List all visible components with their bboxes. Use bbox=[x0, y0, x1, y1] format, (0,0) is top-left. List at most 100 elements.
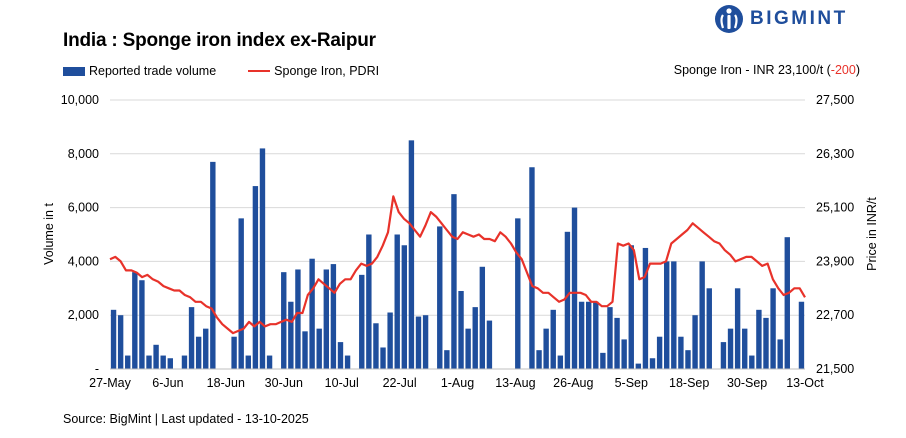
volume-bar bbox=[763, 317, 769, 369]
x-tick-label: 5-Sep bbox=[615, 376, 648, 390]
volume-bar bbox=[692, 315, 698, 369]
left-tick-label: 6,000 bbox=[68, 201, 99, 215]
x-tick-label: 18-Jun bbox=[207, 376, 245, 390]
left-y-axis: - 2,000 4,000 6,000 8,000 10,000 bbox=[61, 93, 99, 376]
right-tick-label: 23,900 bbox=[816, 254, 854, 268]
volume-bar bbox=[195, 336, 202, 369]
right-y-axis: 21,500 22,700 23,900 25,100 26,300 27,500 bbox=[816, 93, 854, 376]
volume-bar bbox=[571, 207, 578, 369]
volume-bar bbox=[117, 315, 124, 369]
volume-bar bbox=[578, 301, 585, 369]
x-tick-label: 30-Jun bbox=[265, 376, 303, 390]
volume-bar bbox=[600, 352, 606, 369]
volume-bar bbox=[153, 344, 159, 369]
gridlines bbox=[110, 99, 805, 316]
volume-bar bbox=[344, 355, 351, 369]
volume-bar bbox=[784, 237, 790, 369]
volume-bar bbox=[706, 288, 712, 369]
volume-bar bbox=[422, 315, 429, 369]
volume-bar bbox=[415, 316, 422, 369]
volume-bar bbox=[593, 301, 599, 369]
volume-bar bbox=[401, 245, 408, 369]
left-tick-label: - bbox=[95, 362, 99, 376]
volume-bar bbox=[451, 194, 457, 369]
volume-bar bbox=[628, 245, 634, 369]
left-tick-label: 8,000 bbox=[68, 147, 99, 161]
volume-bar bbox=[295, 269, 301, 369]
volume-bar bbox=[167, 358, 173, 369]
volume-bar bbox=[671, 261, 677, 369]
x-tick-label: 10-Jul bbox=[325, 376, 359, 390]
volume-bar bbox=[316, 328, 322, 369]
volume-bar bbox=[330, 264, 337, 369]
brand-name: BIGMINT bbox=[750, 8, 848, 29]
right-tick-label: 27,500 bbox=[816, 93, 854, 107]
volume-bar bbox=[756, 309, 762, 369]
volume-bar bbox=[302, 331, 308, 369]
price-note-prefix: Sponge Iron - INR 23,100/t ( bbox=[673, 63, 831, 77]
x-axis-ticks: 27-May 6-Jun 18-Jun 30-Jun 10-Jul 22-Jul 1-Aug… bbox=[89, 376, 824, 390]
volume-bar bbox=[245, 355, 251, 369]
volume-bar bbox=[727, 328, 734, 369]
volume-bar bbox=[656, 336, 663, 369]
volume-bar bbox=[664, 261, 670, 369]
volume-bar bbox=[798, 301, 805, 369]
volume-bar bbox=[529, 167, 535, 369]
volume-bar bbox=[380, 347, 386, 369]
chart-title: India : Sponge iron index ex-Raipur bbox=[63, 30, 376, 51]
volume-bar bbox=[110, 309, 117, 369]
volume-bar bbox=[536, 350, 542, 369]
chart-legend: Reported trade volume Sponge Iron, PDRI bbox=[63, 64, 379, 78]
volume-bar bbox=[160, 355, 166, 369]
volume-bar bbox=[720, 342, 727, 369]
volume-bar bbox=[288, 301, 294, 369]
volume-bar bbox=[458, 290, 464, 369]
volume-bar bbox=[394, 234, 400, 369]
volume-bar bbox=[742, 328, 748, 369]
volume-bar bbox=[465, 328, 471, 369]
volume-bar bbox=[309, 258, 315, 369]
volume-bar bbox=[685, 350, 691, 369]
volume-bar bbox=[266, 355, 273, 369]
volume-bar bbox=[557, 355, 564, 369]
x-tick-label: 1-Aug bbox=[441, 376, 474, 390]
volume-bar bbox=[231, 336, 237, 369]
volume-bar bbox=[146, 355, 152, 369]
price-note-change: -200 bbox=[830, 63, 856, 77]
bigmint-logo-icon bbox=[715, 5, 743, 33]
volume-bar bbox=[323, 269, 329, 369]
volume-bar bbox=[770, 288, 776, 369]
volume-bar bbox=[444, 350, 450, 369]
x-tick-label: 27-May bbox=[89, 376, 131, 390]
volume-bars bbox=[110, 140, 805, 369]
right-tick-label: 21,500 bbox=[816, 362, 854, 376]
volume-bar bbox=[210, 161, 216, 369]
legend-line-label: Sponge Iron, PDRI bbox=[274, 64, 380, 78]
volume-bar bbox=[749, 355, 755, 369]
x-tick-label: 18-Sep bbox=[669, 376, 709, 390]
right-tick-label: 22,700 bbox=[816, 308, 854, 322]
volume-bar bbox=[586, 301, 592, 369]
left-tick-label: 4,000 bbox=[68, 254, 99, 268]
legend-bar-label: Reported trade volume bbox=[89, 64, 217, 78]
volume-bar bbox=[607, 307, 613, 369]
right-axis-title: Price in INR/t bbox=[865, 197, 879, 271]
brand-logo: BIGMINT bbox=[714, 4, 848, 34]
right-tick-label: 25,100 bbox=[816, 201, 854, 215]
volume-bar bbox=[188, 307, 195, 369]
price-note-suffix: ) bbox=[855, 63, 860, 77]
volume-bar bbox=[408, 140, 415, 369]
volume-bar bbox=[777, 339, 783, 369]
chart-canvas: - 2,000 4,000 6,000 8,000 10,000 21,500 22,700… bbox=[42, 93, 879, 390]
volume-bar bbox=[203, 328, 209, 369]
right-tick-label: 26,300 bbox=[816, 147, 854, 161]
volume-bar bbox=[125, 355, 131, 369]
volume-bar bbox=[543, 328, 549, 369]
volume-bar bbox=[472, 307, 478, 369]
x-tick-label: 13-Oct bbox=[786, 376, 824, 390]
volume-bar bbox=[359, 274, 365, 369]
x-tick-label: 6-Jun bbox=[152, 376, 183, 390]
volume-bar bbox=[515, 218, 521, 369]
legend-bar-swatch bbox=[63, 66, 85, 76]
volume-bar bbox=[238, 218, 244, 369]
